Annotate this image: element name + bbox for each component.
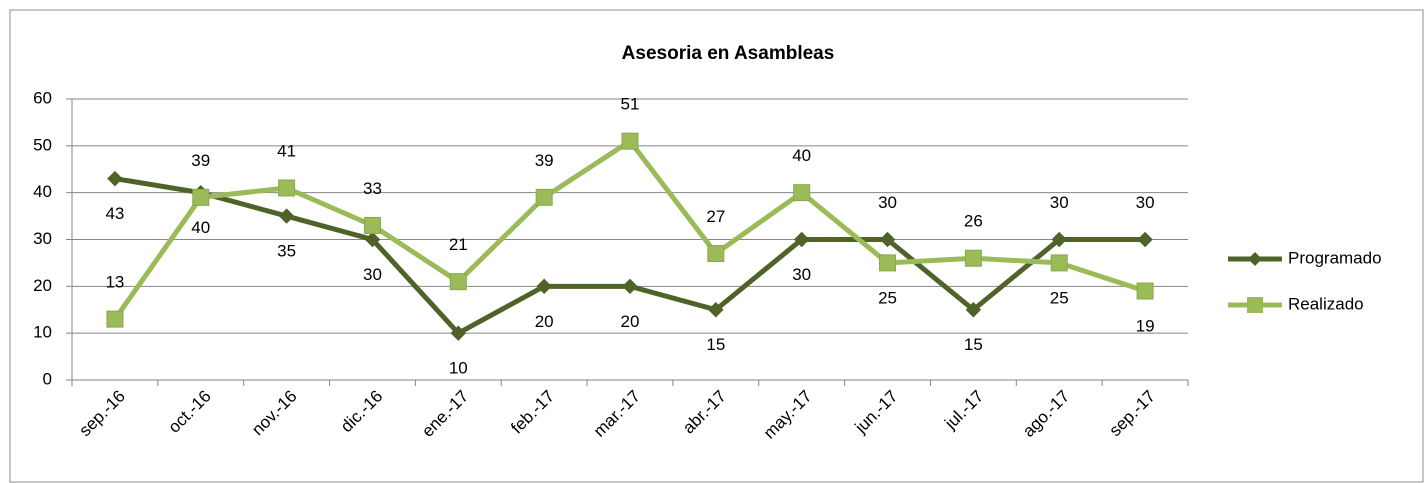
marker: [621, 132, 639, 150]
data-label: 51: [621, 95, 640, 114]
y-tick-label: 50: [33, 135, 52, 154]
marker: [708, 302, 724, 318]
data-label: 43: [105, 204, 124, 223]
marker: [793, 184, 811, 202]
data-label: 30: [792, 265, 811, 284]
marker: [107, 170, 123, 187]
data-label: 21: [449, 235, 468, 254]
marker: [707, 245, 725, 263]
marker: [1137, 231, 1153, 248]
legend-label: Realizado: [1288, 294, 1364, 313]
data-label: 40: [792, 146, 811, 165]
marker: [363, 216, 381, 234]
marker: [964, 249, 982, 267]
data-label: 30: [1050, 193, 1069, 212]
marker: [1136, 282, 1154, 300]
data-label: 25: [878, 288, 897, 307]
y-tick-label: 30: [33, 229, 52, 248]
marker: [278, 208, 295, 224]
data-label: 10: [449, 359, 468, 378]
data-label: 13: [105, 273, 124, 292]
legend-marker: [1247, 297, 1263, 313]
data-label: 25: [1050, 288, 1069, 307]
data-label: 15: [964, 335, 983, 354]
marker: [879, 254, 897, 272]
legend-label: Programado: [1288, 248, 1382, 267]
marker: [1050, 254, 1068, 272]
y-tick-label: 0: [43, 369, 52, 388]
marker: [278, 179, 296, 197]
data-label: 26: [964, 212, 983, 231]
marker: [879, 231, 896, 248]
marker: [1051, 231, 1067, 248]
data-label: 20: [621, 312, 640, 331]
marker: [450, 325, 467, 341]
data-label: 41: [277, 141, 296, 160]
marker: [106, 310, 124, 328]
legend-marker: [1248, 252, 1262, 266]
data-label: 20: [535, 312, 554, 331]
marker: [965, 302, 982, 318]
marker: [364, 231, 381, 248]
y-tick-label: 40: [33, 182, 52, 201]
data-label: 39: [535, 151, 554, 170]
data-label: 15: [706, 335, 725, 354]
data-label: 30: [363, 265, 382, 284]
data-label: 27: [706, 207, 725, 226]
y-tick-label: 60: [33, 88, 52, 107]
data-label: 30: [1136, 193, 1155, 212]
marker: [192, 188, 210, 206]
marker: [535, 188, 553, 206]
y-tick-label: 20: [33, 276, 52, 295]
data-label: 40: [191, 218, 210, 237]
marker: [622, 278, 638, 295]
data-label: 33: [363, 179, 382, 198]
marker: [536, 278, 552, 295]
y-tick-label: 10: [33, 323, 52, 342]
marker: [449, 273, 467, 291]
data-label: 30: [878, 193, 897, 212]
marker: [793, 231, 810, 248]
data-label: 35: [277, 242, 296, 261]
data-label: 39: [191, 151, 210, 170]
data-label: 19: [1136, 317, 1155, 336]
chart-title: Asesoria en Asambleas: [622, 43, 835, 64]
